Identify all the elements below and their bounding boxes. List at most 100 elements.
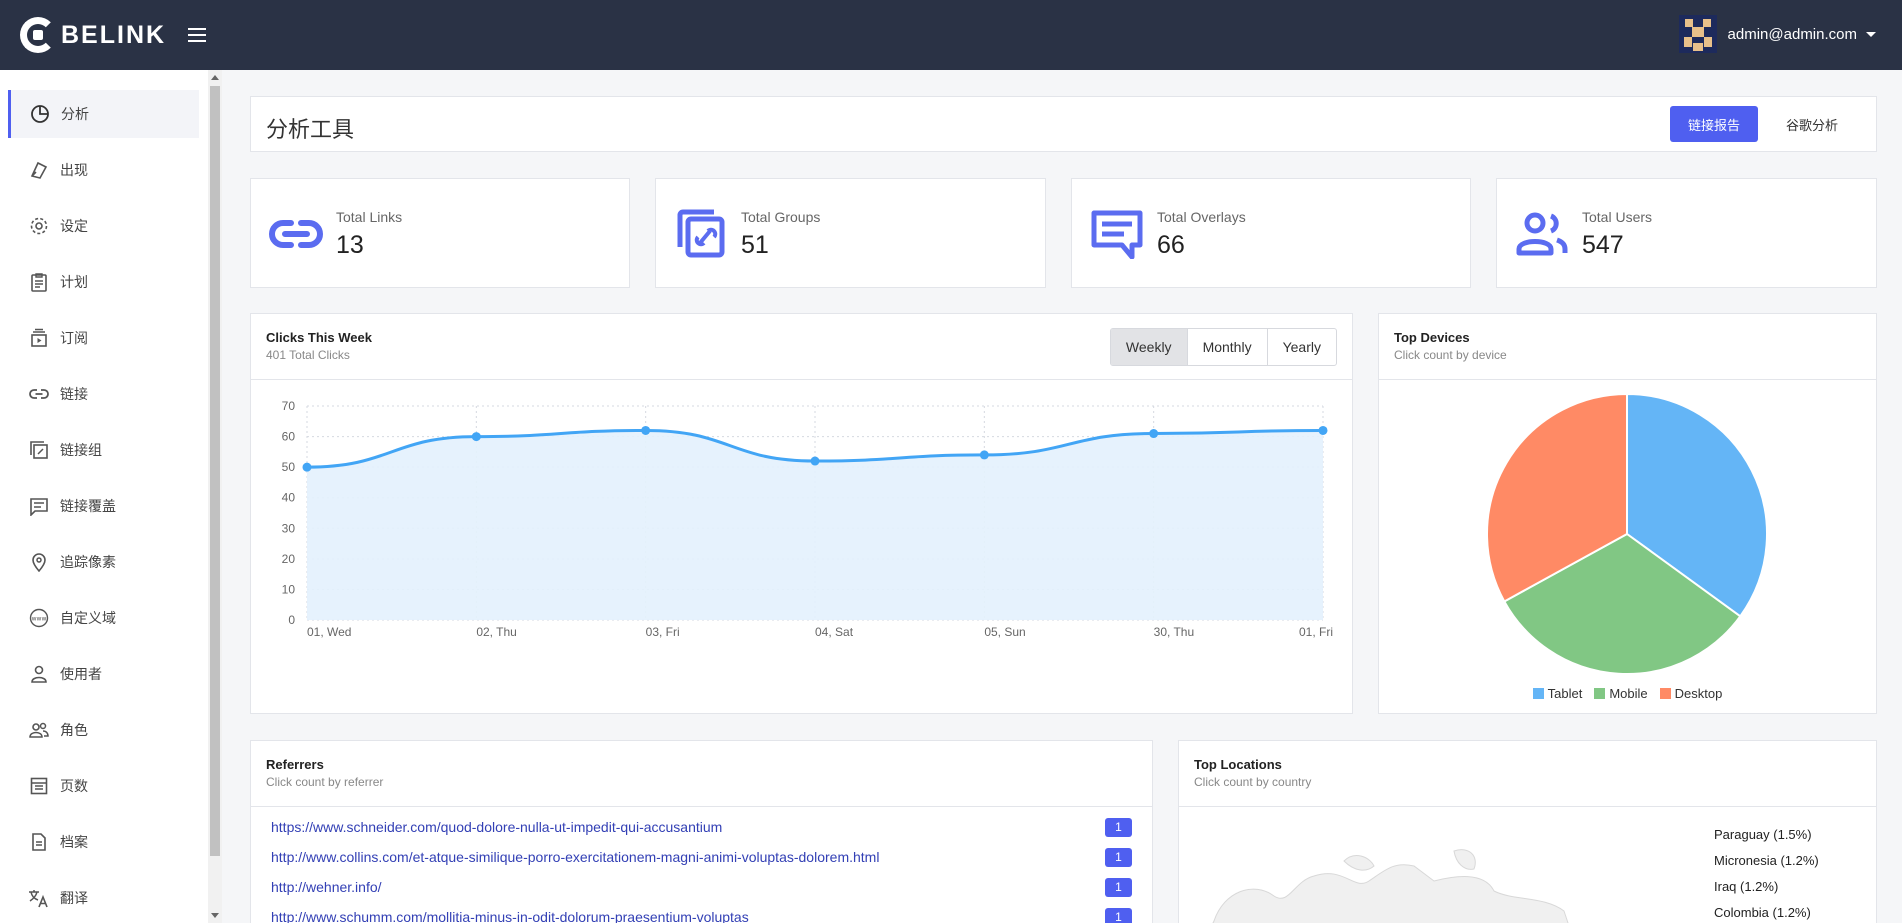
pie-slice-tablet [1626,392,1768,618]
sidebar-item-custom-domains[interactable]: www 自定义域 [8,594,199,642]
legend-label: Desktop [1674,686,1723,701]
y-tick-label: 10 [282,582,296,596]
data-point [641,425,651,435]
location-item: Micronesia (1.2%) [1714,853,1819,868]
legend-item[interactable]: Desktop [1659,686,1723,701]
scroll-thumb[interactable] [210,86,220,856]
sidebar-item-label: 分析 [61,106,89,122]
sidebar-item-label: 自定义域 [60,610,116,626]
sidebar-item-links[interactable]: 链接 [8,370,199,418]
stat-label: Total Links [336,209,403,225]
stat-card-overlays: Total Overlays 66 [1071,178,1471,288]
stat-card-links: Total Links 13 [250,178,630,288]
sidebar-item-label: 设定 [60,218,88,234]
overlay-icon [28,495,50,517]
devices-chart-card: Top Devices Click count by device Tablet… [1378,313,1877,714]
link-icon [28,383,50,405]
sidebar-item-pages[interactable]: 页数 [8,762,199,810]
svg-text:www: www [32,616,47,623]
y-tick-label: 30 [282,521,296,535]
referrer-link[interactable]: http://www.collins.com/et-atque-similiqu… [271,849,880,865]
brand-logo[interactable]: BELINK [20,17,166,53]
y-tick-label: 0 [288,613,295,627]
tab-weekly[interactable]: Weekly [1110,329,1187,365]
sidebar-item-label: 页数 [60,778,88,794]
avatar [1678,15,1717,53]
sidebar-item-link-groups[interactable]: 链接组 [8,426,199,474]
subscription-icon [28,327,50,349]
link-group-icon [677,209,725,258]
sidebar-item-analytics[interactable]: 分析 [8,90,199,138]
period-tabs: Weekly Monthly Yearly [1109,328,1337,366]
world-map[interactable] [1194,821,1594,923]
stat-card-groups: Total Groups 51 [655,178,1046,288]
appearance-icon [28,159,50,181]
referrer-link[interactable]: https://www.schneider.com/quod-dolore-nu… [271,819,723,835]
sidebar-item-label: 链接组 [60,442,102,458]
sidebar-item-link-overlays[interactable]: 链接覆盖 [8,482,199,530]
x-tick-label: 04, Sat [815,625,854,639]
y-tick-label: 40 [282,491,296,505]
sidebar-item-tracking-pixels[interactable]: 追踪像素 [8,538,199,586]
tab-monthly[interactable]: Monthly [1186,329,1267,365]
count-badge: 1 [1105,907,1132,923]
stat-value: 51 [741,231,769,259]
sidebar-item-files[interactable]: 档案 [8,818,199,866]
data-point [1318,425,1328,435]
referrer-link[interactable]: http://wehner.info/ [271,879,382,895]
scroll-up-icon[interactable] [211,75,219,80]
clicks-subtitle: 401 Total Clicks [266,348,350,362]
data-point [979,450,989,460]
sidebar-item-roles[interactable]: 角色 [8,706,199,754]
sidebar-item-appearance[interactable]: 出现 [8,146,199,194]
sidebar-item-settings[interactable]: 设定 [8,202,199,250]
sidebar-item-label: 追踪像素 [60,554,116,570]
x-tick-label: 01, Fri [1299,625,1333,639]
location-item: Paraguay (1.5%) [1714,827,1812,842]
stat-value: 66 [1157,231,1185,259]
count-badge: 1 [1105,817,1132,837]
y-tick-label: 60 [282,430,296,444]
sidebar-scrollbar[interactable] [208,70,222,923]
data-point [810,456,820,466]
chevron-down-icon [1866,31,1876,37]
count-badge: 1 [1105,847,1132,867]
stat-label: Total Overlays [1157,209,1246,225]
link-icon [269,220,323,248]
list-item: http://www.schumm.com/mollitia-minus-in-… [271,905,1132,923]
x-tick-label: 02, Thu [476,625,516,639]
link-report-button[interactable]: 链接报告 [1670,106,1758,142]
legend-item[interactable]: Mobile [1594,686,1648,701]
tab-yearly[interactable]: Yearly [1266,329,1336,365]
y-tick-label: 20 [282,552,296,566]
location-item: Iraq (1.2%) [1714,879,1779,894]
list-item: http://www.collins.com/et-atque-similiqu… [271,845,1132,869]
sidebar-item-label: 链接覆盖 [60,498,116,514]
scroll-down-icon[interactable] [211,913,219,918]
sidebar-item-translations[interactable]: 翻译 [8,874,199,922]
legend-label: Tablet [1547,686,1583,701]
referrer-link[interactable]: http://www.schumm.com/mollitia-minus-in-… [271,909,749,923]
google-analytics-button[interactable]: 谷歌分析 [1785,117,1838,133]
sidebar-item-label: 计划 [60,274,88,290]
list-item: https://www.schneider.com/quod-dolore-nu… [271,815,1132,839]
sidebar-item-label: 翻译 [60,890,88,906]
user-icon [28,663,50,685]
location-pin-icon [28,551,50,573]
menu-toggle-icon[interactable] [188,28,207,42]
location-item: Colombia (1.2%) [1714,905,1811,920]
user-menu[interactable]: admin@admin.com [1678,15,1876,53]
locations-title: Top Locations [1194,757,1282,772]
referrers-title: Referrers [266,757,324,772]
data-point [302,462,312,472]
legend-item[interactable]: Tablet [1532,686,1583,701]
gear-icon [28,215,50,237]
pie-slice-desktop [1486,392,1628,603]
translate-icon [28,887,50,909]
sidebar-item-subscriptions[interactable]: 订阅 [8,314,199,362]
pie-slice-mobile [1502,532,1742,675]
sidebar-item-users[interactable]: 使用者 [8,650,199,698]
sidebar-item-plans[interactable]: 计划 [8,258,199,306]
document-icon [28,831,50,853]
stat-label: Total Groups [741,209,821,225]
